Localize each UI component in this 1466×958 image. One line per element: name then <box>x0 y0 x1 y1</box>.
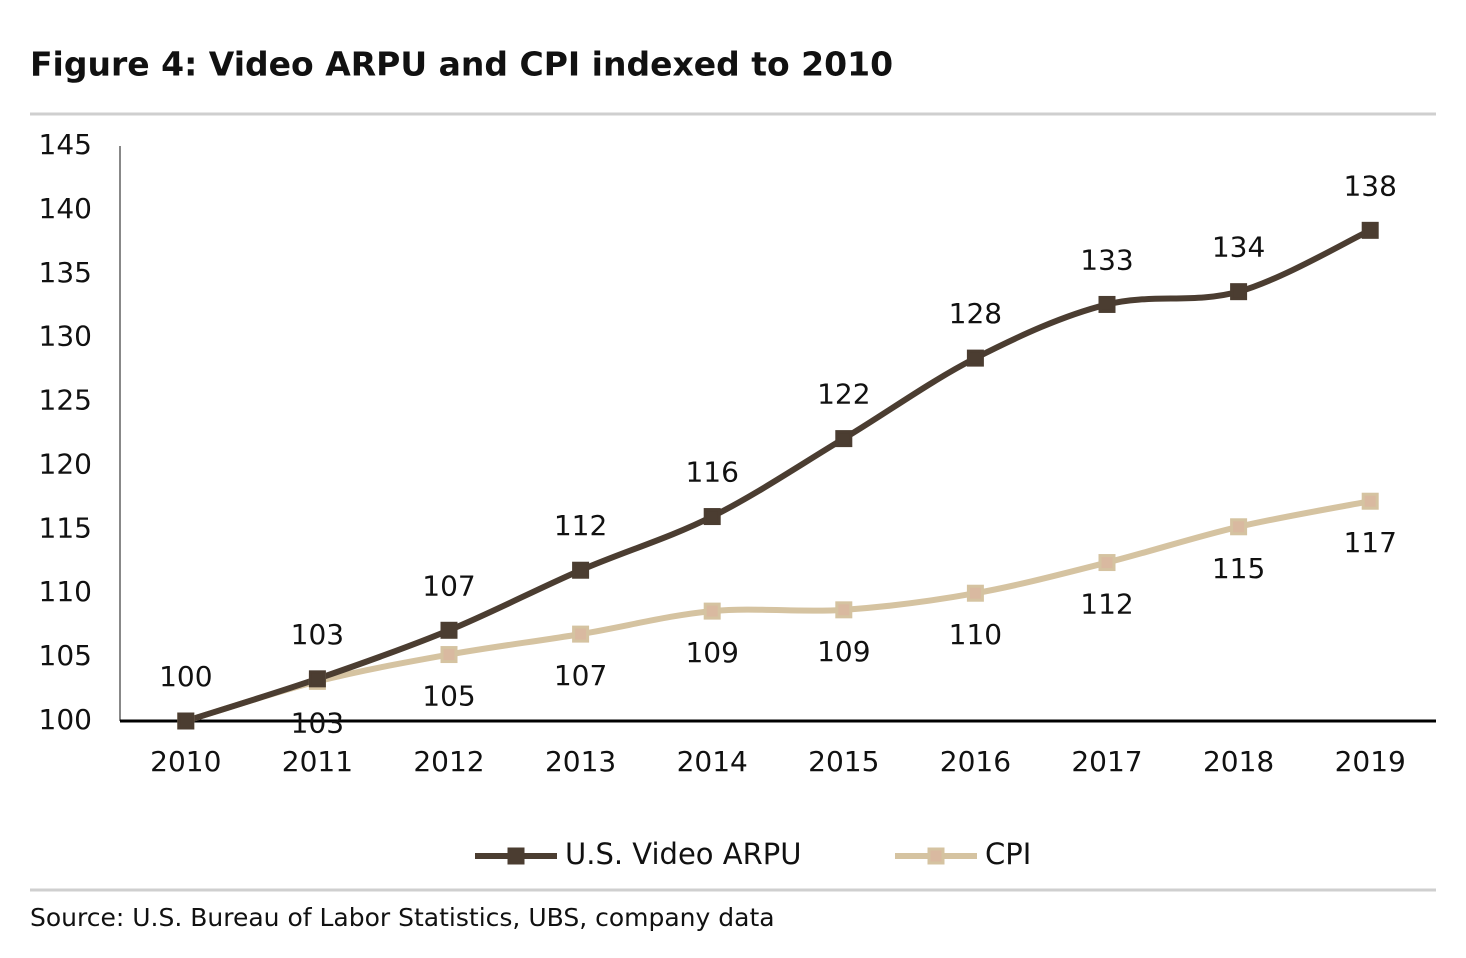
data-label: 122 <box>817 378 870 411</box>
x-tick-label: 2019 <box>1335 745 1406 778</box>
data-label: 112 <box>1080 588 1133 621</box>
point-marker <box>1230 518 1248 536</box>
y-tick-label: 125 <box>39 384 92 417</box>
x-tick-label: 2010 <box>150 745 221 778</box>
data-label: 117 <box>1343 526 1396 559</box>
data-label: 138 <box>1343 169 1396 202</box>
x-tick-label: 2017 <box>1071 745 1142 778</box>
data-label: 107 <box>554 659 607 692</box>
data-label: 103 <box>291 618 344 651</box>
data-label: 128 <box>949 297 1002 330</box>
point-marker <box>1361 221 1379 239</box>
point-marker <box>177 712 195 730</box>
y-tick-label: 115 <box>39 511 92 544</box>
series-line <box>184 498 1371 724</box>
point-marker <box>1230 283 1248 301</box>
data-label: 100 <box>159 660 212 693</box>
x-tick-label: 2012 <box>413 745 484 778</box>
legend-label: U.S. Video ARPU <box>565 837 801 871</box>
point-marker <box>440 621 458 639</box>
point-marker <box>966 584 984 602</box>
legend-label: CPI <box>985 837 1031 871</box>
data-label: 116 <box>685 456 738 489</box>
point-marker <box>966 349 984 367</box>
series-line <box>184 227 1372 724</box>
data-label: 134 <box>1212 231 1265 264</box>
y-tick-label: 130 <box>39 320 92 353</box>
y-tick-label: 145 <box>39 128 92 161</box>
point-marker <box>308 670 326 688</box>
x-tick-label: 2016 <box>940 745 1011 778</box>
data-label: 133 <box>1080 243 1133 276</box>
data-label: 109 <box>817 635 870 668</box>
y-tick-label: 120 <box>39 447 92 480</box>
y-tick-label: 140 <box>39 192 92 225</box>
x-tick-label: 2014 <box>677 745 748 778</box>
point-marker <box>703 508 721 526</box>
x-tick-label: 2011 <box>282 745 353 778</box>
point-marker <box>572 625 590 643</box>
data-label: 105 <box>422 680 475 713</box>
data-label: 109 <box>685 636 738 669</box>
point-marker <box>1361 492 1379 510</box>
x-tick-label: 2013 <box>545 745 616 778</box>
legend-marker <box>927 847 945 865</box>
y-tick-label: 105 <box>39 639 92 672</box>
y-tick-label: 100 <box>39 703 92 736</box>
point-marker <box>1098 554 1116 572</box>
data-label: 112 <box>554 509 607 542</box>
data-label: 115 <box>1212 552 1265 585</box>
point-marker <box>440 646 458 664</box>
point-marker <box>835 601 853 619</box>
x-tick-label: 2018 <box>1203 745 1274 778</box>
point-marker <box>703 602 721 620</box>
data-label: 110 <box>949 618 1002 651</box>
chart-title: Figure 4: Video ARPU and CPI indexed to … <box>30 45 893 84</box>
point-marker <box>1098 295 1116 313</box>
data-label: 103 <box>291 706 344 739</box>
y-tick-label: 110 <box>39 575 92 608</box>
x-tick-label: 2015 <box>808 745 879 778</box>
point-marker <box>572 561 590 579</box>
point-marker <box>835 430 853 448</box>
data-label: 107 <box>422 569 475 602</box>
y-tick-label: 135 <box>39 256 92 289</box>
source-note: Source: U.S. Bureau of Labor Statistics,… <box>30 903 775 932</box>
legend-marker <box>507 847 525 865</box>
